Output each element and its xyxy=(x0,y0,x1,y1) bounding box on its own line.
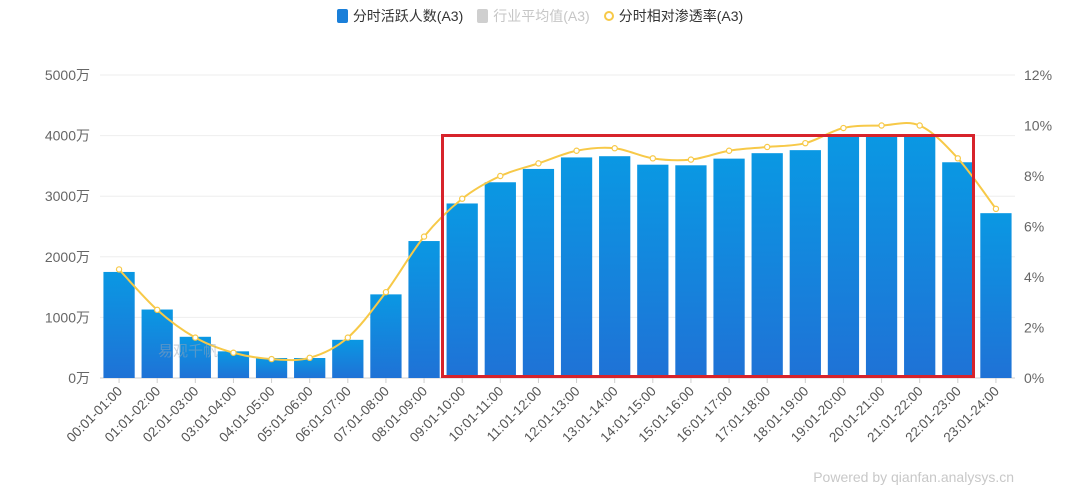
bar xyxy=(446,203,478,378)
bar xyxy=(408,241,440,378)
line-point xyxy=(649,155,657,162)
right-axis: 0% 2% 4% 6% 8% 10% 12% xyxy=(1024,67,1052,386)
bar xyxy=(751,153,783,378)
bar xyxy=(103,271,135,378)
legend-swatch xyxy=(603,11,614,21)
bar xyxy=(675,165,707,378)
line-point xyxy=(725,147,733,154)
line-point xyxy=(992,205,1000,213)
legend-swatch xyxy=(477,9,489,23)
right-tick-label: 12% xyxy=(1024,67,1052,83)
watermark-logo: 易观千帆 xyxy=(158,343,219,360)
right-tick-label: 4% xyxy=(1024,269,1044,285)
left-axis: 0万 1000万 2000万 3000万 4000万 5000万 xyxy=(45,67,90,386)
line-point xyxy=(954,155,962,162)
line-series xyxy=(115,121,1000,363)
legend-label: 行业平均值(A3) xyxy=(493,8,590,24)
bar xyxy=(370,294,402,378)
bar xyxy=(789,150,821,378)
line-point xyxy=(535,160,542,167)
line-point xyxy=(497,172,504,180)
left-tick-label: 4000万 xyxy=(45,128,90,144)
left-tick-label: 3000万 xyxy=(45,188,90,204)
bar xyxy=(637,164,669,378)
right-tick-label: 0% xyxy=(1024,370,1044,386)
line-point xyxy=(878,122,885,129)
line-point xyxy=(382,288,390,296)
bar xyxy=(827,134,860,378)
right-tick-label: 2% xyxy=(1024,320,1044,336)
legend-label: 分时相对渗透率(A3) xyxy=(618,8,744,24)
bar xyxy=(865,134,898,378)
line-point xyxy=(230,349,237,356)
legend-item-0[interactable]: 分时活跃人数(A3) xyxy=(336,6,464,26)
line-point xyxy=(420,233,428,240)
bar xyxy=(904,134,936,378)
line-point xyxy=(153,306,161,314)
line-point xyxy=(192,334,199,341)
chart-legend: 分时活跃人数(A3) 行业平均值(A3) 分时相对渗透率(A3) xyxy=(0,6,1080,26)
line-point xyxy=(573,147,580,154)
legend-item-1[interactable]: 行业平均值(A3) xyxy=(477,6,590,26)
line-point xyxy=(306,354,313,361)
bar xyxy=(713,158,745,378)
right-tick-label: 10% xyxy=(1024,118,1052,134)
left-tick-label: 5000万 xyxy=(45,67,90,83)
bar xyxy=(255,358,288,378)
legend-item-2[interactable]: 分时相对渗透率(A3) xyxy=(603,6,744,26)
bar xyxy=(294,358,326,378)
left-tick-label: 0万 xyxy=(68,370,90,386)
bars xyxy=(103,134,1012,378)
line-point xyxy=(840,124,847,132)
penetration-line xyxy=(118,121,997,362)
bar xyxy=(942,162,974,378)
bar xyxy=(980,213,1012,378)
right-tick-label: 8% xyxy=(1024,168,1044,184)
right-tick-label: 6% xyxy=(1024,219,1044,235)
x-axis: 00:01-01:0001:01-02:0002:01-03:0003:01-0… xyxy=(64,378,1002,445)
left-tick-label: 2000万 xyxy=(45,249,90,265)
footer-credit: Powered by qianfan.analysys.cn xyxy=(813,469,1014,485)
bar xyxy=(141,309,173,378)
line-point xyxy=(763,143,771,151)
line-point xyxy=(344,334,352,341)
line-point xyxy=(268,355,275,363)
line-point xyxy=(916,122,923,129)
line-point xyxy=(802,139,809,147)
bar xyxy=(599,156,631,378)
left-tick-label: 1000万 xyxy=(45,309,90,325)
line-point xyxy=(458,195,466,202)
legend-label: 分时活跃人数(A3) xyxy=(352,8,464,24)
bar xyxy=(484,182,516,378)
line-point xyxy=(611,145,618,152)
bar xyxy=(522,168,555,378)
line-point xyxy=(115,266,123,273)
line-point xyxy=(687,156,695,163)
bar xyxy=(560,157,593,378)
legend-swatch xyxy=(336,9,348,23)
